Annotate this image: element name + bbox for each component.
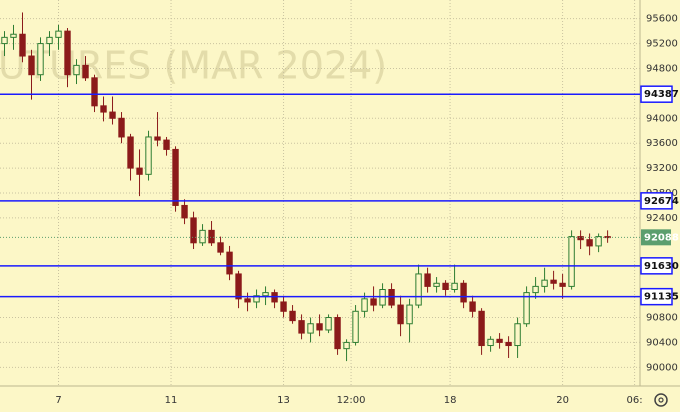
candle-body: [352, 310, 359, 343]
candle-body: [172, 148, 179, 206]
candle-body: [100, 105, 107, 113]
candle-body: [235, 273, 242, 300]
candle-body: [478, 310, 485, 347]
candle-body: [523, 292, 530, 325]
candle-body: [64, 30, 71, 76]
level-label: 92674: [644, 196, 679, 207]
candle-body: [199, 229, 206, 244]
y-tick-label: 93600: [646, 138, 678, 149]
x-tick-label: 11: [165, 395, 178, 406]
candle-body: [253, 295, 260, 303]
last-price-label: 92088: [644, 232, 679, 243]
y-tick-label: 90000: [646, 362, 678, 373]
candle-body: [10, 33, 17, 38]
candle-body: [28, 55, 35, 76]
y-tick-label: 90800: [646, 313, 678, 324]
level-box: [640, 257, 673, 275]
candle-body: [145, 136, 152, 175]
candle-body: [397, 304, 404, 325]
y-tick-label: 94000: [646, 113, 678, 124]
candle-body: [532, 285, 539, 294]
candle-body: [424, 273, 431, 287]
candle-body: [505, 341, 512, 347]
candle-body: [1, 36, 8, 45]
level-box: [640, 192, 673, 210]
candle-body: [604, 236, 611, 239]
candle-body: [595, 236, 602, 247]
candle-body: [190, 217, 197, 244]
candle-body: [19, 33, 26, 57]
settings-button[interactable]: [654, 393, 668, 407]
watermark: UTURES (MAR 2024): [0, 44, 387, 88]
x-tick-label: 13: [277, 395, 290, 406]
candle-body: [469, 301, 476, 312]
candle-body: [82, 64, 89, 79]
candle-body: [514, 323, 521, 347]
x-tick-label: 20: [556, 395, 569, 406]
candle-body: [460, 282, 467, 303]
candle-body: [577, 236, 584, 241]
candle-body: [406, 304, 413, 325]
candle-body: [226, 251, 233, 275]
candle-body: [280, 301, 287, 312]
level-label: 91135: [644, 292, 679, 303]
candle-body: [442, 282, 449, 291]
candle-body: [307, 323, 314, 334]
candle-body: [568, 236, 575, 287]
candle-body: [496, 338, 503, 343]
candle-body: [244, 298, 251, 303]
candle-body: [217, 242, 224, 253]
candle-body: [487, 338, 494, 347]
x-tick-label: 7: [55, 395, 61, 406]
candle-body: [91, 77, 98, 107]
candle-body: [586, 239, 593, 247]
candle-body: [55, 30, 62, 38]
y-tick-label: 95600: [646, 14, 678, 25]
candle-body: [154, 136, 161, 141]
candle-body: [127, 136, 134, 169]
candle-body: [37, 43, 44, 76]
gear-icon[interactable]: [654, 393, 668, 407]
candle-body: [118, 117, 125, 138]
y-tick-label: 92400: [646, 213, 678, 224]
level-box: [640, 85, 673, 103]
candle-body: [136, 167, 143, 175]
candle-body: [181, 204, 188, 219]
candle-body: [163, 139, 170, 150]
level-label: 91630: [644, 261, 679, 272]
candle-body: [316, 323, 323, 331]
candle-body: [415, 273, 422, 306]
level-label: 94387: [644, 89, 679, 100]
candle-body: [262, 292, 269, 297]
level-box: [640, 287, 673, 306]
candle-body: [73, 64, 80, 76]
x-tick-label: 12:00: [337, 395, 366, 406]
candle-body: [325, 317, 332, 331]
candle-body: [541, 279, 548, 287]
candle-body: [46, 36, 53, 45]
candle-body: [289, 310, 296, 322]
candle-body: [208, 229, 215, 244]
candle-body: [343, 341, 350, 350]
y-tick-label: 95200: [646, 39, 678, 50]
candle-body: [370, 298, 377, 306]
candle-body: [298, 320, 305, 334]
x-tick-label: 06:: [627, 395, 643, 406]
gear-icon-center[interactable]: [658, 397, 664, 403]
y-tick-label: 94800: [646, 63, 678, 74]
candle-body: [559, 282, 566, 287]
x-tick-label: 18: [444, 395, 457, 406]
candle-body: [433, 282, 440, 287]
candle-body: [361, 298, 368, 312]
candle-body: [334, 317, 341, 350]
candle-body: [109, 111, 116, 119]
y-tick-label: 93200: [646, 163, 678, 174]
y-tick-label: 90400: [646, 337, 678, 348]
last-price-box: [641, 229, 671, 246]
candle-body: [451, 282, 458, 291]
candle-body: [550, 279, 557, 284]
